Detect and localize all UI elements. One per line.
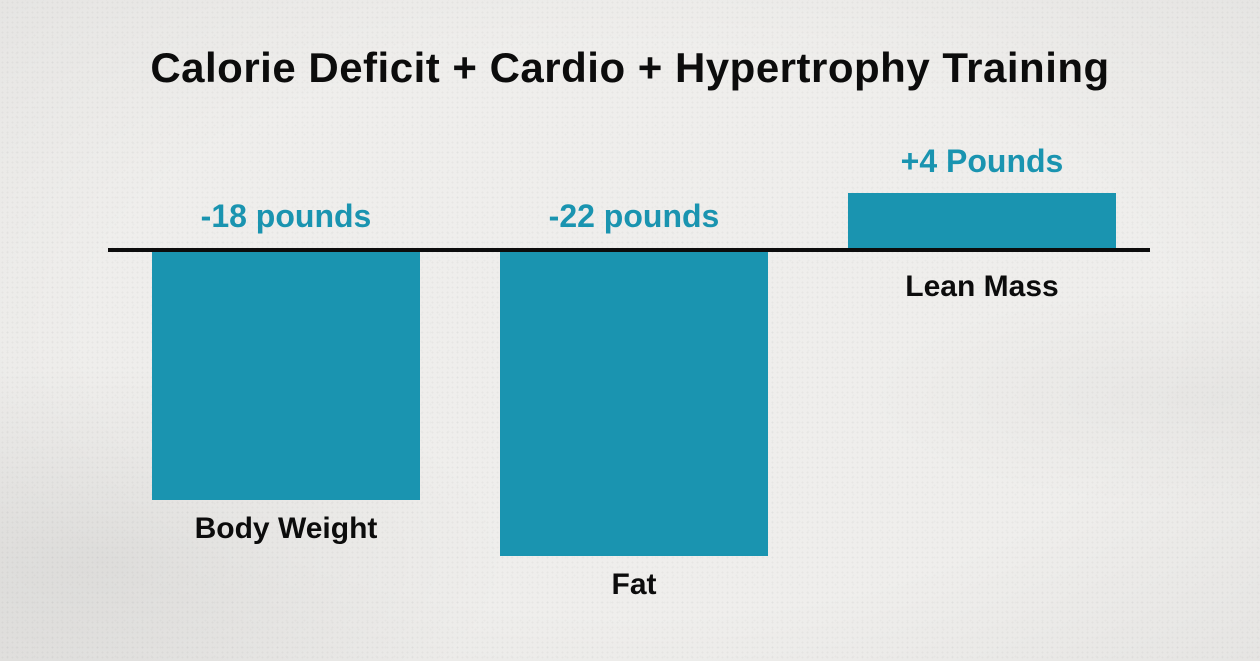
bar-fat <box>500 252 768 556</box>
value-label-body-weight: -18 pounds <box>152 198 420 235</box>
bar-body-weight <box>152 252 420 500</box>
chart-title: Calorie Deficit + Cardio + Hypertrophy T… <box>0 44 1260 92</box>
value-label-fat: -22 pounds <box>500 198 768 235</box>
value-label-lean-mass: +4 Pounds <box>848 143 1116 180</box>
bar-lean-mass <box>848 193 1116 248</box>
category-label-body-weight: Body Weight <box>152 512 420 546</box>
bar-chart: Calorie Deficit + Cardio + Hypertrophy T… <box>0 0 1260 661</box>
category-label-fat: Fat <box>500 568 768 602</box>
category-label-lean-mass: Lean Mass <box>848 270 1116 304</box>
